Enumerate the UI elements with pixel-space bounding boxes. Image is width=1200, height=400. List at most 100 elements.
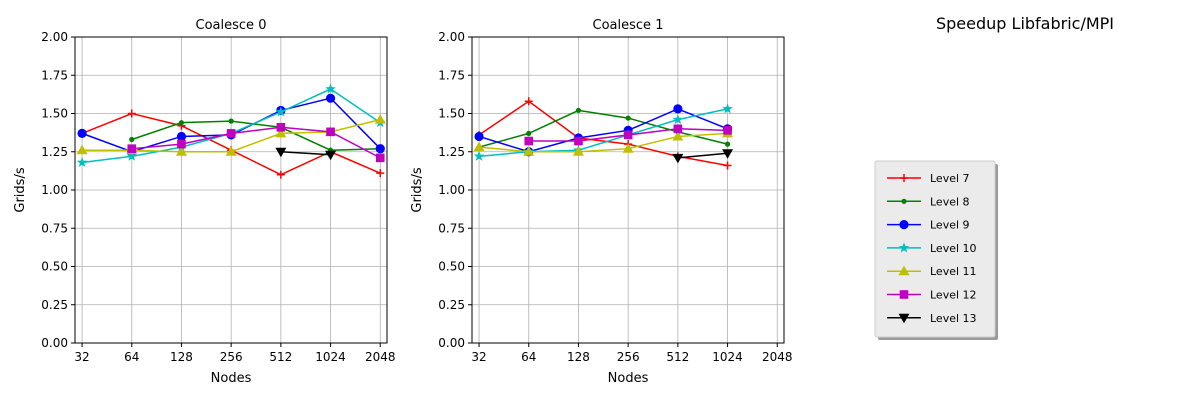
y-tick-label: 0.50 xyxy=(438,260,465,274)
data-point-level-9 xyxy=(325,93,336,103)
data-point-level-11 xyxy=(76,144,88,155)
legend-entry-level-11: Level 11 xyxy=(887,265,977,278)
legend-marker-level-7 xyxy=(900,174,908,182)
chart-panels: 0.00 0.25 0.50 0.75 1.00 1.25 1.50 1.75 2.00 32 64… xyxy=(13,18,793,386)
data-point-level-8 xyxy=(228,118,234,124)
data-point-level-10 xyxy=(672,114,684,125)
legend-marker-level-11 xyxy=(898,265,910,276)
data-point-level-10 xyxy=(126,150,137,161)
series-level-13 xyxy=(275,147,337,161)
y-tick-label: 0.75 xyxy=(438,221,465,235)
x-tick-label: 512 xyxy=(269,350,292,364)
y-tick-label: 1.25 xyxy=(438,145,465,159)
x-axis-label: Nodes xyxy=(211,371,252,386)
x-tick-label: 32 xyxy=(471,350,486,364)
y-tick-label: 2.00 xyxy=(41,30,68,44)
y-tick-label: 1.00 xyxy=(438,183,465,197)
series-level-7 xyxy=(475,97,732,170)
data-point-level-7 xyxy=(524,97,533,106)
legend-entry-level-7: Level 7 xyxy=(887,172,970,185)
data-point-level-13 xyxy=(722,149,734,159)
data-point-level-12 xyxy=(177,139,186,149)
x-tick-label: 1024 xyxy=(315,350,346,364)
data-point-level-10 xyxy=(76,156,88,167)
legend-label: Level 11 xyxy=(930,265,977,278)
x-tick-label: 32 xyxy=(74,350,89,364)
x-tick-label: 128 xyxy=(170,350,193,364)
y-tick-label: 2.00 xyxy=(438,30,465,44)
data-point-level-10 xyxy=(275,106,287,117)
legend-marker-level-9 xyxy=(899,220,909,230)
data-point-level-12 xyxy=(375,153,385,163)
data-point-level-8 xyxy=(178,120,185,126)
legend-label: Level 8 xyxy=(930,195,970,208)
x-tick-label: 64 xyxy=(124,350,139,364)
series-line-level-10 xyxy=(478,108,728,158)
data-point-level-11 xyxy=(175,146,187,156)
data-point-level-11 xyxy=(473,141,485,152)
data-point-level-8 xyxy=(129,136,135,143)
y-tick-label: 0.75 xyxy=(41,221,68,235)
data-point-level-11 xyxy=(523,146,535,156)
data-point-level-12 xyxy=(723,126,732,135)
data-point-level-8 xyxy=(724,141,731,147)
data-point-level-11 xyxy=(622,143,634,153)
legend: Level 7 Level 8 Level 9 Level 10 Level 11 Lev… xyxy=(874,160,998,340)
series-line-level-7 xyxy=(478,100,728,167)
x-tick-label: 64 xyxy=(521,350,536,364)
data-point-level-7 xyxy=(127,109,136,118)
series-level-8 xyxy=(129,118,383,153)
series-line-level-8 xyxy=(478,109,728,148)
series-line-level-8 xyxy=(131,120,381,151)
legend-entry-level-10: Level 10 xyxy=(887,242,977,255)
x-tick-label: 256 xyxy=(220,350,243,364)
y-tick-label: 1.75 xyxy=(41,68,68,82)
legend-label: Level 7 xyxy=(930,172,970,185)
data-point-level-12 xyxy=(524,136,534,146)
data-point-level-11 xyxy=(572,146,584,156)
x-tick-label: 2048 xyxy=(365,350,396,364)
series-line-level-12 xyxy=(131,126,381,159)
data-point-level-10 xyxy=(722,103,733,114)
x-tick-label: 128 xyxy=(567,350,590,364)
x-tick-label: 512 xyxy=(666,350,689,364)
data-point-level-13 xyxy=(672,153,684,164)
legend-marker-level-13 xyxy=(898,313,910,324)
legend-label: Level 12 xyxy=(930,289,977,302)
data-point-level-11 xyxy=(672,130,684,141)
data-point-level-7 xyxy=(276,170,285,179)
data-point-level-12 xyxy=(276,122,286,132)
y-tick-label: 1.75 xyxy=(438,68,465,82)
data-point-level-12 xyxy=(673,124,683,134)
legend-entry-level-13: Level 13 xyxy=(887,312,977,325)
series-level-12 xyxy=(127,122,385,163)
data-point-level-13 xyxy=(325,150,337,161)
x-tick-label: 256 xyxy=(617,350,640,364)
legend-label: Level 13 xyxy=(930,312,977,325)
x-tick-label: 1024 xyxy=(712,350,743,364)
panel-title: Coalesce 1 xyxy=(593,18,664,33)
x-axis-label: Nodes xyxy=(608,371,649,386)
y-axis-label: Grids/s xyxy=(410,167,425,212)
chart-panel-0: 0.00 0.25 0.50 0.75 1.00 1.25 1.50 1.75 2.00 32 64… xyxy=(13,18,396,386)
y-tick-label: 0.25 xyxy=(438,298,465,312)
data-point-level-11 xyxy=(225,146,237,156)
data-point-level-11 xyxy=(374,114,386,124)
data-point-level-9 xyxy=(77,128,87,138)
data-point-level-7 xyxy=(723,161,732,170)
series-line-level-9 xyxy=(478,108,728,153)
legend-marker-level-12 xyxy=(899,290,909,299)
data-point-level-13 xyxy=(275,147,287,158)
x-tick-label: 2048 xyxy=(762,350,793,364)
data-point-level-11 xyxy=(275,127,287,138)
data-point-level-9 xyxy=(375,144,385,154)
data-point-level-9 xyxy=(176,131,187,142)
data-point-level-10 xyxy=(473,150,485,161)
data-point-level-9 xyxy=(673,104,683,114)
data-point-level-8 xyxy=(625,115,631,121)
legend-entry-level-12: Level 12 xyxy=(887,289,977,302)
y-tick-label: 0.00 xyxy=(41,336,68,350)
y-tick-label: 1.50 xyxy=(438,107,465,121)
y-tick-label: 0.00 xyxy=(438,336,465,350)
